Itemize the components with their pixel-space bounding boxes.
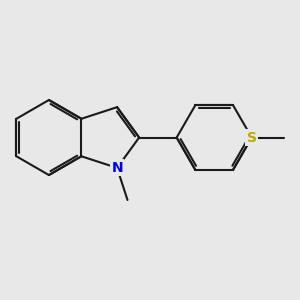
Text: N: N	[111, 161, 123, 175]
Text: S: S	[247, 130, 257, 145]
